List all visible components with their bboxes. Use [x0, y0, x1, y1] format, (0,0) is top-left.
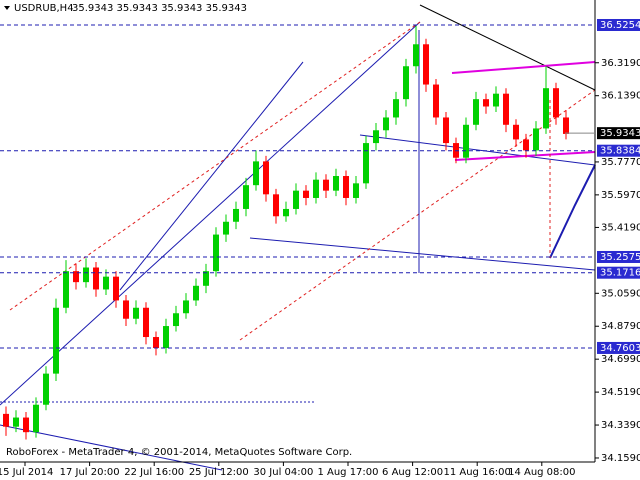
level-label: 34.7603 — [600, 343, 640, 354]
menu-arrow[interactable] — [4, 6, 10, 10]
candle-body — [333, 176, 339, 191]
x-tick-label: 11 Aug 16:00 — [443, 467, 510, 478]
level-label: 36.5254 — [600, 20, 640, 31]
candle-body — [83, 267, 89, 283]
candle-body — [353, 183, 359, 198]
candle-body — [143, 307, 149, 338]
candle-body — [293, 190, 299, 209]
candle-body — [403, 66, 409, 100]
symbol-title: USDRUB,H4 — [14, 3, 74, 14]
level-label-box — [597, 18, 640, 31]
candle-body — [273, 194, 279, 217]
x-tick-label: 22 Jul 16:00 — [124, 467, 184, 478]
y-tick-label: 34.8790 — [601, 321, 640, 332]
candle-body — [53, 307, 59, 374]
level-label-box — [597, 250, 640, 263]
trend-lines — [0, 4, 596, 471]
candle-body — [73, 271, 79, 283]
candle-body — [33, 404, 39, 433]
candle-body — [553, 88, 559, 118]
candle-body — [93, 267, 99, 290]
candle-body — [413, 44, 419, 67]
candle-body — [323, 179, 329, 191]
x-tick-label: 1 Aug 17:00 — [317, 467, 378, 478]
candle-body — [523, 139, 529, 151]
y-tick-label: 34.5190 — [601, 387, 640, 398]
y-tick-label: 34.6990 — [601, 354, 640, 365]
current-price-label: 35.9343 — [600, 128, 640, 139]
level-label: 35.1716 — [600, 268, 640, 279]
candle-body — [503, 93, 509, 125]
candle-body — [433, 84, 439, 118]
level-label: 35.8384 — [600, 146, 640, 157]
candle-body — [423, 44, 429, 85]
candle-body — [3, 413, 9, 427]
candle-body — [343, 176, 349, 198]
candle-body — [193, 285, 199, 301]
candle-body — [393, 99, 399, 118]
x-tick-label: 15 Jul 2014 — [0, 467, 53, 478]
candle-body — [253, 161, 259, 186]
candle-body — [373, 130, 379, 144]
candle-body — [163, 326, 169, 349]
candle-body — [113, 276, 119, 301]
quote: 35.9343 35.9343 35.9343 35.9343 — [72, 3, 247, 14]
candle-body — [263, 161, 269, 195]
candle-body — [133, 307, 139, 319]
y-tick-label: 35.7770 — [601, 157, 640, 168]
candle-body — [173, 313, 179, 327]
y-tick-label: 35.5970 — [601, 190, 640, 201]
candle-body — [203, 271, 209, 286]
candle-body — [303, 190, 309, 198]
level-label-box — [597, 341, 640, 354]
candle-body — [443, 117, 449, 144]
x-tick-label: 14 Aug 08:00 — [508, 467, 575, 478]
candle-body — [63, 271, 69, 308]
candle-body — [513, 124, 519, 140]
candle-body — [123, 300, 129, 319]
candle-body — [213, 234, 219, 272]
candle-body — [43, 373, 49, 405]
y-tick-label: 34.3390 — [601, 420, 640, 431]
candle-body — [313, 179, 319, 198]
candle-body — [283, 208, 289, 217]
candle-body — [223, 221, 229, 235]
level-label-box — [597, 144, 640, 157]
candle-body — [153, 337, 159, 349]
x-tick-label: 25 Jul 12:00 — [189, 467, 249, 478]
current-price-box — [597, 127, 640, 140]
y-tick-label: 36.1390 — [601, 91, 640, 102]
x-tick-label: 6 Aug 12:00 — [382, 467, 443, 478]
candle-body — [563, 117, 569, 134]
y-tick-label: 35.0590 — [601, 288, 640, 299]
level-label-box — [597, 266, 640, 279]
candle-body — [473, 99, 479, 125]
candle-body — [383, 117, 389, 131]
footer: RoboForex - MetaTrader 4, © 2001-2014, M… — [6, 447, 352, 458]
candle-body — [233, 208, 239, 222]
candle-body — [543, 88, 549, 129]
candle-body — [363, 143, 369, 184]
candle-body — [533, 128, 539, 151]
candle-body — [103, 276, 109, 290]
candle-body — [183, 300, 189, 314]
candle-body — [483, 99, 489, 107]
candle-body — [13, 417, 19, 427]
candle-body — [463, 124, 469, 158]
x-tick-label: 30 Jul 04:00 — [253, 467, 313, 478]
y-tick-label: 34.1590 — [601, 453, 640, 464]
y-tick-label: 35.4190 — [601, 222, 640, 233]
candle-body — [23, 417, 29, 433]
candle-body — [243, 185, 249, 209]
y-tick-label: 36.3190 — [601, 58, 640, 69]
level-label: 35.2575 — [600, 252, 640, 263]
x-tick-label: 17 Jul 20:00 — [60, 467, 120, 478]
candle-body — [493, 93, 499, 107]
